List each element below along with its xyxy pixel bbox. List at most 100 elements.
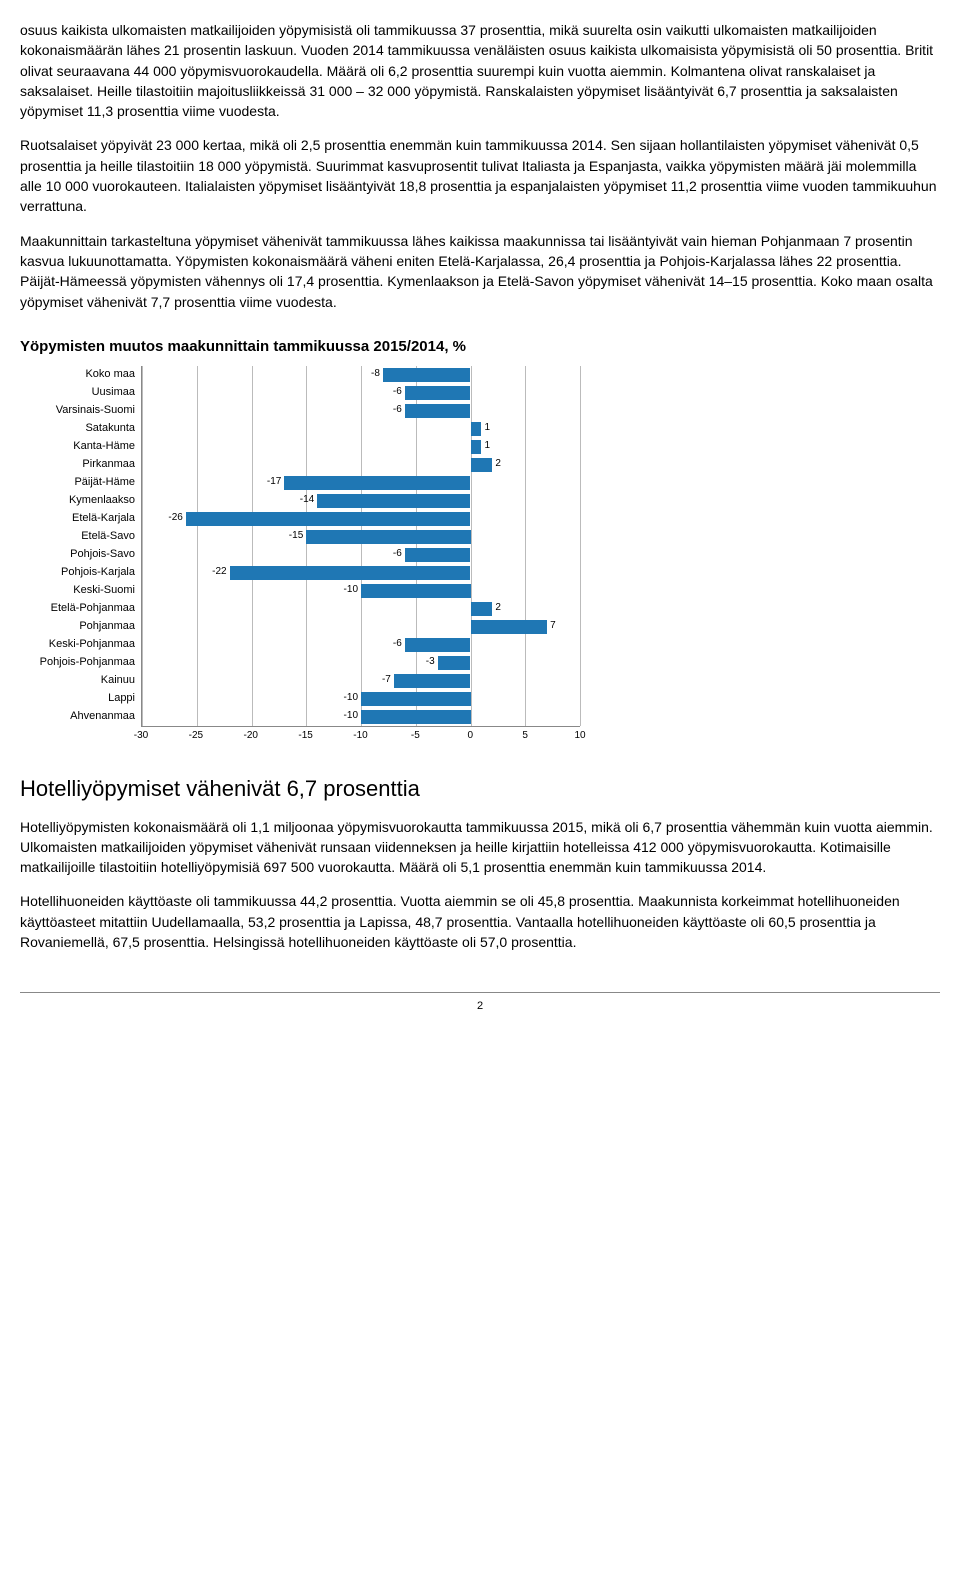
chart-row-label: Keski-Pohjanmaa — [20, 637, 141, 653]
chart-bar — [405, 386, 471, 400]
chart-value-label: -6 — [393, 637, 402, 652]
chart-row: Etelä-Karjala-26 — [20, 510, 580, 528]
chart-row-label: Etelä-Karjala — [20, 511, 141, 527]
body-paragraph: Hotelliyöpymisten kokonaismäärä oli 1,1 … — [20, 817, 940, 878]
chart-row-label: Ahvenanmaa — [20, 709, 141, 725]
chart-row-label: Kainuu — [20, 673, 141, 689]
body-paragraph: Ruotsalaiset yöpyivät 23 000 kertaa, mik… — [20, 135, 940, 216]
chart-row-label: Kymenlaakso — [20, 493, 141, 509]
chart-row: Kanta-Häme1 — [20, 438, 580, 456]
chart-row-label: Lappi — [20, 691, 141, 707]
chart-row: Kainuu -7 — [20, 672, 580, 690]
chart-row-plot: -15 — [141, 528, 580, 546]
body-paragraph: osuus kaikista ulkomaisten matkailijoide… — [20, 20, 940, 121]
chart-bar — [383, 368, 471, 382]
chart-row-plot: -10 — [141, 708, 580, 726]
chart-value-label: -10 — [344, 691, 358, 706]
chart-value-label: -8 — [371, 367, 380, 382]
chart-value-label: 1 — [484, 421, 490, 436]
chart-row-plot: -6 — [141, 636, 580, 654]
chart-row-plot: -26 — [141, 510, 580, 528]
chart-row: Ahvenanmaa -10 — [20, 708, 580, 726]
chart-bar — [471, 458, 493, 472]
chart-x-axis: -30-25-20-15-10-50510 — [141, 726, 580, 745]
chart-row-label: Päijät-Häme — [20, 475, 141, 491]
chart-bar — [405, 548, 471, 562]
chart-row: Pohjois-Savo-6 — [20, 546, 580, 564]
chart-bar — [361, 584, 471, 598]
chart-bar — [471, 422, 482, 436]
chart-row: Varsinais-Suomi -6 — [20, 402, 580, 420]
chart-bar — [284, 476, 470, 490]
chart-tick-label: -25 — [189, 729, 203, 744]
chart-row-plot: 1 — [141, 438, 580, 456]
chart-tick-label: -5 — [411, 729, 420, 744]
page-number: 2 — [20, 992, 940, 1015]
chart-row-plot: -14 — [141, 492, 580, 510]
chart-value-label: 1 — [484, 439, 490, 454]
chart-row-label: Varsinais-Suomi — [20, 403, 141, 419]
chart-row-label: Pohjanmaa — [20, 619, 141, 635]
chart-row-label: Pohjois-Savo — [20, 547, 141, 563]
chart-row: Lappi -10 — [20, 690, 580, 708]
chart-bar — [361, 710, 471, 724]
chart-row-label: Koko maa — [20, 367, 141, 383]
chart-row-plot: -6 — [141, 402, 580, 420]
chart-row-plot: 2 — [141, 600, 580, 618]
chart-value-label: -7 — [382, 673, 391, 688]
chart-value-label: -10 — [344, 583, 358, 598]
chart-row-plot: 1 — [141, 420, 580, 438]
chart-row: Kymenlaakso -14 — [20, 492, 580, 510]
chart-row-label: Keski-Suomi — [20, 583, 141, 599]
chart-tick-label: -15 — [298, 729, 312, 744]
chart-row-label: Etelä-Savo — [20, 529, 141, 545]
chart-bar — [471, 440, 482, 454]
chart-bar — [471, 602, 493, 616]
chart-value-label: -15 — [289, 529, 303, 544]
chart-row-plot: 2 — [141, 456, 580, 474]
chart-row-plot: -10 — [141, 582, 580, 600]
chart-tick-label: 0 — [467, 729, 473, 744]
chart-tick-label: 10 — [574, 729, 585, 744]
chart-row: Satakunta 1 — [20, 420, 580, 438]
chart-row: Keski-Pohjanmaa -6 — [20, 636, 580, 654]
chart-value-label: -17 — [267, 475, 281, 490]
chart-row-label: Pohjois-Pohjanmaa — [20, 655, 141, 671]
chart-row-label: Pohjois-Karjala — [20, 565, 141, 581]
chart-tick-label: -20 — [244, 729, 258, 744]
chart-row: Keski-Suomi -10 — [20, 582, 580, 600]
chart-bar — [186, 512, 471, 526]
chart-value-label: -6 — [393, 385, 402, 400]
chart-row-plot: -22 — [141, 564, 580, 582]
chart-bar — [405, 404, 471, 418]
chart-tick-label: -10 — [353, 729, 367, 744]
section-heading: Hotelliyöpymiset vähenivät 6,7 prosentti… — [20, 773, 940, 805]
chart-row-plot: -7 — [141, 672, 580, 690]
chart-row: Pohjois-Pohjanmaa -3 — [20, 654, 580, 672]
chart-row: Etelä-Pohjanmaa 2 — [20, 600, 580, 618]
chart-row: Uusimaa -6 — [20, 384, 580, 402]
region-chart: Koko maa -8 Uusimaa -6 Varsinais-Suomi -6 Sata… — [20, 366, 580, 745]
chart-bar — [471, 620, 548, 634]
chart-bar — [394, 674, 471, 688]
chart-row-plot: -6 — [141, 546, 580, 564]
chart-title: Yöpymisten muutos maakunnittain tammikuu… — [20, 336, 940, 358]
chart-value-label: -6 — [393, 403, 402, 418]
chart-row-label: Uusimaa — [20, 385, 141, 401]
chart-value-label: 2 — [495, 457, 501, 472]
chart-row-plot: -10 — [141, 690, 580, 708]
chart-value-label: -22 — [212, 565, 226, 580]
chart-row-label: Satakunta — [20, 421, 141, 437]
chart-value-label: 7 — [550, 619, 556, 634]
chart-value-label: -14 — [300, 493, 314, 508]
chart-row-label: Pirkanmaa — [20, 457, 141, 473]
chart-row: Päijät-Häme -17 — [20, 474, 580, 492]
chart-value-label: -3 — [426, 655, 435, 670]
chart-bar — [361, 692, 471, 706]
chart-row: Koko maa -8 — [20, 366, 580, 384]
chart-row-label: Etelä-Pohjanmaa — [20, 601, 141, 617]
chart-value-label: -10 — [344, 709, 358, 724]
chart-value-label: 2 — [495, 601, 501, 616]
chart-bar — [405, 638, 471, 652]
chart-bar — [438, 656, 471, 670]
